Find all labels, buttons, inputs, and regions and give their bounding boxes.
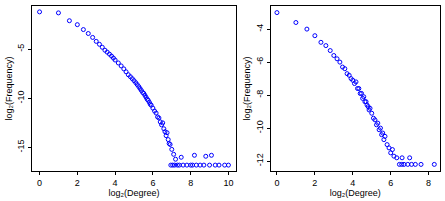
svg-text:log₂(Frequency): log₂(Frequency) [4,56,14,120]
svg-text:-8: -8 [255,90,265,98]
svg-text:8: 8 [188,178,193,188]
svg-text:4: 4 [350,178,355,188]
svg-text:log₂(Degree): log₂(Degree) [108,188,159,198]
svg-text:0: 0 [274,178,279,188]
svg-text:-10: -10 [255,120,265,133]
svg-text:6: 6 [150,178,155,188]
svg-text:2: 2 [312,178,317,188]
svg-text:-10: -10 [16,90,26,103]
svg-text:-12: -12 [255,153,265,166]
svg-text:6: 6 [388,178,393,188]
svg-text:8: 8 [426,178,431,188]
svg-text:-4: -4 [255,24,265,32]
svg-text:2: 2 [75,178,80,188]
svg-text:-5: -5 [16,44,26,52]
svg-text:-15: -15 [16,140,26,153]
svg-text:0: 0 [37,178,42,188]
svg-text:10: 10 [223,178,233,188]
svg-text:4: 4 [113,178,118,188]
svg-text:-6: -6 [255,57,265,65]
svg-text:log₂(Frequency): log₂(Frequency) [242,56,252,120]
svg-text:log₂(Degree): log₂(Degree) [330,188,381,198]
